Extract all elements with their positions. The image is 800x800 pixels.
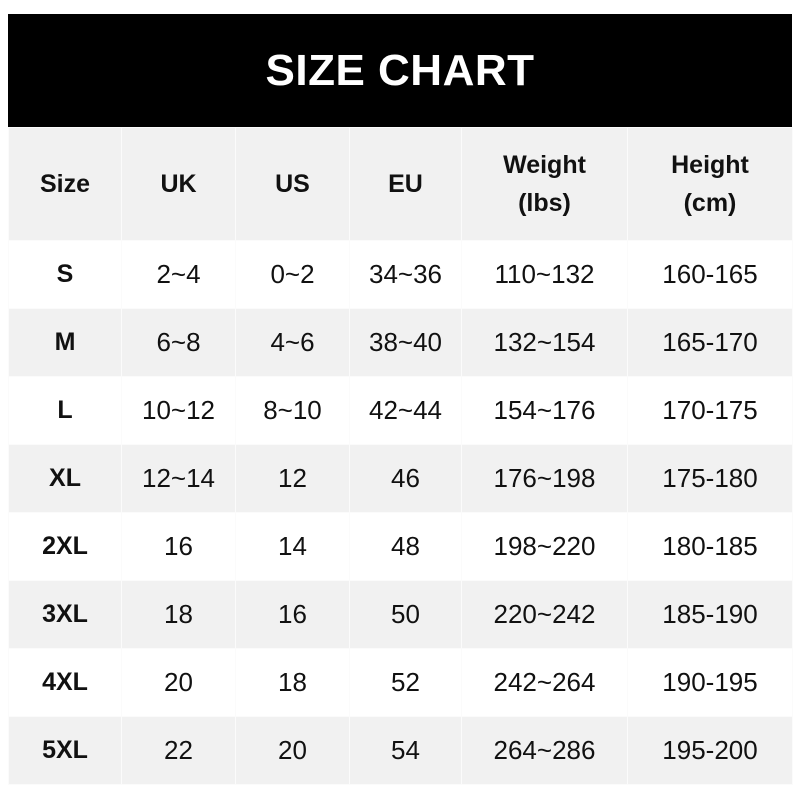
cell-uk: 22	[121, 716, 236, 785]
cell-weight: 110~132	[461, 240, 628, 309]
cell-eu: 50	[349, 580, 462, 649]
cell-us: 8~10	[235, 376, 350, 445]
cell-weight: 264~286	[461, 716, 628, 785]
cell-height: 170-175	[627, 376, 793, 445]
cell-uk: 2~4	[121, 240, 236, 309]
cell-us: 12	[235, 444, 350, 513]
table-row: L 10~12 8~10 42~44 154~176 170-175	[8, 376, 793, 445]
table-row: 2XL 16 14 48 198~220 180-185	[8, 512, 793, 581]
cell-uk: 12~14	[121, 444, 236, 513]
cell-size: S	[8, 240, 122, 309]
cell-height: 185-190	[627, 580, 793, 649]
column-header-uk: UK	[121, 127, 236, 241]
cell-height: 160-165	[627, 240, 793, 309]
table-row: 4XL 20 18 52 242~264 190-195	[8, 648, 793, 717]
column-header-eu: EU	[349, 127, 462, 241]
cell-height: 165-170	[627, 308, 793, 377]
cell-eu: 54	[349, 716, 462, 785]
cell-eu: 46	[349, 444, 462, 513]
cell-eu: 52	[349, 648, 462, 717]
cell-uk: 16	[121, 512, 236, 581]
cell-size: M	[8, 308, 122, 377]
table-row: XL 12~14 12 46 176~198 175-180	[8, 444, 793, 513]
column-header-us: US	[235, 127, 350, 241]
column-header-size: Size	[8, 127, 122, 241]
table-row: M 6~8 4~6 38~40 132~154 165-170	[8, 308, 793, 377]
table-row: 5XL 22 20 54 264~286 195-200	[8, 716, 793, 785]
cell-uk: 6~8	[121, 308, 236, 377]
cell-size: 3XL	[8, 580, 122, 649]
cell-uk: 10~12	[121, 376, 236, 445]
cell-height: 180-185	[627, 512, 793, 581]
cell-size: L	[8, 376, 122, 445]
cell-us: 20	[235, 716, 350, 785]
cell-us: 16	[235, 580, 350, 649]
cell-eu: 34~36	[349, 240, 462, 309]
cell-weight: 198~220	[461, 512, 628, 581]
column-header-weight: Weight (lbs)	[461, 127, 628, 241]
cell-eu: 42~44	[349, 376, 462, 445]
column-header-height: Height (cm)	[627, 127, 793, 241]
cell-weight: 220~242	[461, 580, 628, 649]
cell-size: XL	[8, 444, 122, 513]
cell-uk: 20	[121, 648, 236, 717]
cell-height: 175-180	[627, 444, 793, 513]
cell-height: 190-195	[627, 648, 793, 717]
cell-us: 0~2	[235, 240, 350, 309]
table-row: S 2~4 0~2 34~36 110~132 160-165	[8, 240, 793, 309]
cell-height: 195-200	[627, 716, 793, 785]
cell-eu: 48	[349, 512, 462, 581]
chart-title: SIZE CHART	[8, 14, 792, 127]
size-table: Size UK US EU Weight (lbs) Height (cm) S 2~4 0~…	[8, 127, 793, 785]
cell-weight: 242~264	[461, 648, 628, 717]
cell-weight: 132~154	[461, 308, 628, 377]
cell-eu: 38~40	[349, 308, 462, 377]
cell-size: 2XL	[8, 512, 122, 581]
cell-weight: 176~198	[461, 444, 628, 513]
cell-weight: 154~176	[461, 376, 628, 445]
header-row: Size UK US EU Weight (lbs) Height (cm)	[8, 127, 793, 241]
cell-us: 4~6	[235, 308, 350, 377]
cell-size: 5XL	[8, 716, 122, 785]
table-row: 3XL 18 16 50 220~242 185-190	[8, 580, 793, 649]
cell-us: 14	[235, 512, 350, 581]
cell-uk: 18	[121, 580, 236, 649]
cell-us: 18	[235, 648, 350, 717]
cell-size: 4XL	[8, 648, 122, 717]
